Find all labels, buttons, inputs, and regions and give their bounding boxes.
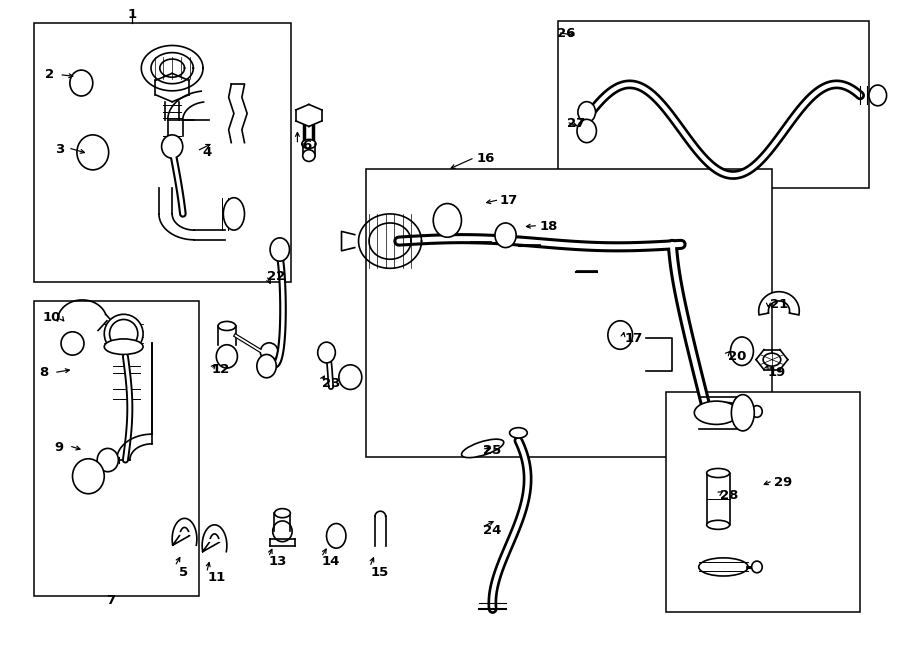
- Ellipse shape: [433, 204, 462, 237]
- Text: 10: 10: [42, 311, 60, 324]
- Ellipse shape: [270, 238, 290, 261]
- Text: 18: 18: [540, 220, 558, 233]
- Text: 11: 11: [207, 572, 225, 584]
- Ellipse shape: [223, 198, 245, 230]
- Text: 6: 6: [302, 139, 311, 153]
- Text: 17: 17: [500, 194, 518, 208]
- Polygon shape: [759, 292, 799, 315]
- Text: 21: 21: [770, 298, 788, 311]
- Ellipse shape: [216, 345, 238, 368]
- Ellipse shape: [577, 120, 597, 143]
- Text: 20: 20: [728, 350, 747, 363]
- Ellipse shape: [256, 354, 276, 378]
- Ellipse shape: [260, 343, 278, 361]
- Ellipse shape: [97, 448, 119, 472]
- Ellipse shape: [462, 439, 504, 457]
- Ellipse shape: [763, 353, 781, 366]
- Text: 29: 29: [774, 476, 793, 489]
- Ellipse shape: [731, 337, 753, 366]
- Text: 4: 4: [202, 146, 212, 159]
- Text: 17: 17: [625, 332, 643, 346]
- Ellipse shape: [869, 85, 886, 106]
- Text: 14: 14: [321, 555, 340, 568]
- Text: 23: 23: [321, 377, 340, 390]
- Bar: [366, 169, 772, 457]
- Ellipse shape: [706, 520, 730, 529]
- Text: 19: 19: [767, 366, 786, 379]
- Text: 16: 16: [476, 152, 494, 165]
- Ellipse shape: [495, 223, 517, 248]
- Ellipse shape: [327, 524, 346, 548]
- Ellipse shape: [509, 428, 527, 438]
- Ellipse shape: [218, 321, 236, 330]
- Ellipse shape: [752, 406, 762, 417]
- Text: 22: 22: [267, 270, 285, 283]
- Ellipse shape: [70, 70, 93, 96]
- Ellipse shape: [752, 561, 762, 573]
- Text: 3: 3: [55, 143, 64, 155]
- Text: 28: 28: [720, 489, 739, 502]
- Ellipse shape: [274, 509, 291, 518]
- Ellipse shape: [339, 365, 362, 389]
- Ellipse shape: [73, 459, 104, 494]
- Ellipse shape: [302, 139, 316, 149]
- Ellipse shape: [318, 342, 336, 363]
- Bar: [33, 301, 199, 596]
- Text: 1: 1: [128, 8, 137, 21]
- Bar: [559, 21, 869, 188]
- Text: 8: 8: [39, 366, 48, 379]
- Ellipse shape: [608, 321, 633, 349]
- Text: 9: 9: [55, 441, 64, 453]
- Ellipse shape: [578, 102, 596, 122]
- Text: 25: 25: [483, 444, 501, 457]
- Ellipse shape: [162, 135, 183, 158]
- Ellipse shape: [110, 319, 138, 348]
- Bar: [666, 392, 860, 612]
- Text: 13: 13: [269, 555, 287, 568]
- Ellipse shape: [698, 403, 748, 420]
- Ellipse shape: [76, 135, 109, 170]
- Ellipse shape: [732, 395, 754, 431]
- Text: 26: 26: [557, 27, 576, 40]
- Ellipse shape: [706, 469, 730, 477]
- Text: 24: 24: [483, 524, 501, 537]
- Ellipse shape: [104, 339, 143, 354]
- Ellipse shape: [104, 315, 143, 353]
- Text: 5: 5: [179, 566, 188, 578]
- Text: 12: 12: [212, 363, 230, 376]
- Text: 15: 15: [370, 566, 389, 578]
- Ellipse shape: [61, 332, 84, 355]
- Bar: [33, 22, 292, 282]
- Ellipse shape: [302, 150, 315, 161]
- Ellipse shape: [273, 521, 292, 541]
- Text: 7: 7: [106, 594, 115, 607]
- Ellipse shape: [698, 558, 748, 576]
- Text: 2: 2: [45, 68, 54, 81]
- Ellipse shape: [694, 401, 738, 424]
- Text: 27: 27: [567, 117, 585, 130]
